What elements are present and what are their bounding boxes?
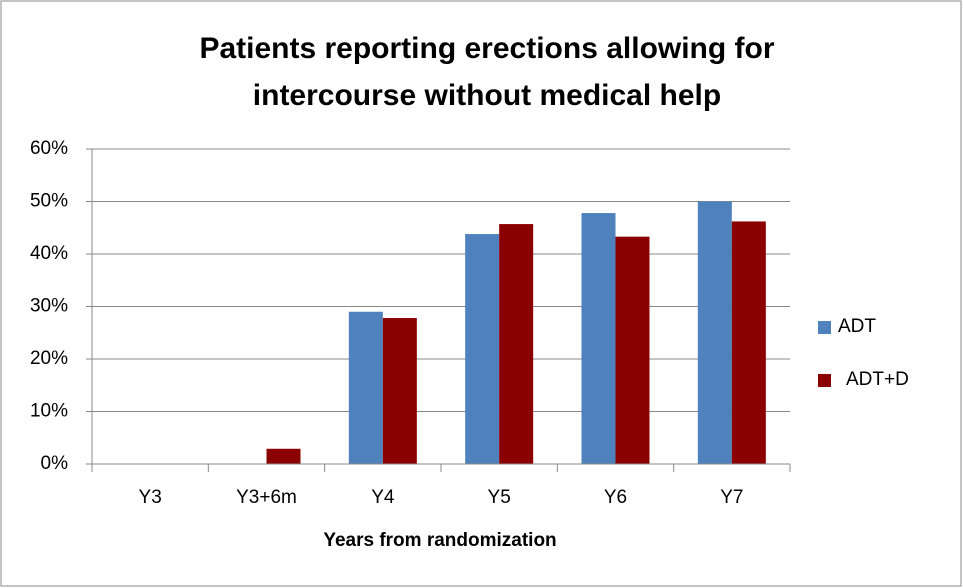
- y-tick-label: 40%: [30, 243, 68, 264]
- bar: [615, 236, 650, 464]
- y-tick-label: 20%: [30, 348, 68, 369]
- x-tick-label: Y7: [720, 487, 743, 508]
- bar: [348, 311, 383, 464]
- legend-swatch: [818, 374, 831, 387]
- x-tick-label: Y3: [139, 487, 162, 508]
- legend-swatch: [818, 321, 831, 334]
- bar: [697, 201, 732, 464]
- bar: [266, 448, 301, 464]
- legend-label: ADT: [838, 316, 876, 337]
- x-tick-label: Y3+6m: [236, 487, 297, 508]
- legend-label: ADT+D: [846, 369, 909, 390]
- y-tick-label: 60%: [30, 138, 68, 159]
- bar: [581, 213, 616, 464]
- bar: [465, 234, 500, 464]
- chart-title: intercourse without medical help: [253, 79, 721, 112]
- y-tick-label: 0%: [41, 453, 69, 474]
- y-tick-label: 50%: [30, 191, 68, 212]
- x-tick-label: Y5: [488, 487, 511, 508]
- bar: [382, 318, 417, 464]
- x-tick-label: Y6: [604, 487, 627, 508]
- bar: [499, 224, 534, 464]
- y-tick-label: 10%: [30, 401, 68, 422]
- chart-title: Patients reporting erections allowing fo…: [199, 32, 774, 65]
- x-tick-label: Y4: [371, 487, 395, 508]
- y-tick-label: 30%: [30, 296, 68, 317]
- x-axis-label: Years from randomization: [323, 530, 556, 551]
- bar: [731, 221, 766, 464]
